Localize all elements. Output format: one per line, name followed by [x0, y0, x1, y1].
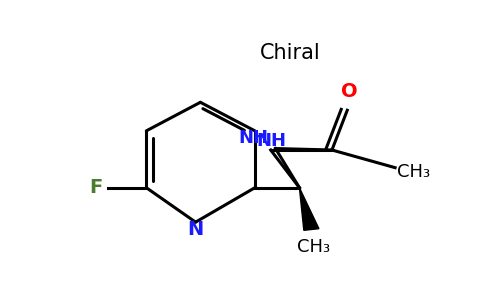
Text: N: N [187, 220, 204, 239]
Text: CH₃: CH₃ [297, 238, 330, 256]
Text: F: F [90, 178, 103, 197]
Text: NH: NH [257, 132, 287, 150]
Text: CH₃: CH₃ [397, 163, 431, 181]
Text: Chiral: Chiral [259, 43, 320, 63]
Polygon shape [300, 188, 319, 230]
Text: NH: NH [238, 129, 268, 147]
Text: O: O [341, 82, 358, 101]
